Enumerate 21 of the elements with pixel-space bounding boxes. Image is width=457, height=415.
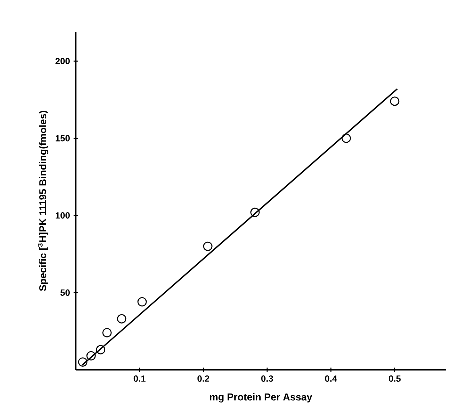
y-tick-label: 200 bbox=[56, 58, 70, 64]
y-axis-title: Specific [$^{3}$H]PK 11195 Binding(fmoles) bbox=[38, 111, 49, 292]
y-tick-label: 150 bbox=[56, 135, 70, 142]
point bbox=[342, 134, 352, 144]
x-tick-label: 0.4 bbox=[325, 376, 338, 382]
point bbox=[78, 358, 88, 367]
y-tick-label: 50 bbox=[60, 290, 70, 296]
point bbox=[117, 314, 127, 324]
point bbox=[203, 242, 213, 252]
y-tick-label: 100 bbox=[56, 212, 70, 219]
point bbox=[86, 351, 96, 361]
x-tick-label: 0.1 bbox=[134, 376, 146, 382]
x-axis-title: mg Protein Per Assay bbox=[210, 393, 312, 403]
point bbox=[102, 328, 112, 338]
x-tick-label: 0.2 bbox=[198, 376, 210, 382]
x-tick-label: 0.5 bbox=[389, 376, 401, 382]
x-tick-label: 0.3 bbox=[262, 376, 274, 382]
point bbox=[390, 96, 400, 106]
point bbox=[96, 345, 106, 355]
point bbox=[250, 208, 260, 218]
point bbox=[138, 297, 148, 307]
